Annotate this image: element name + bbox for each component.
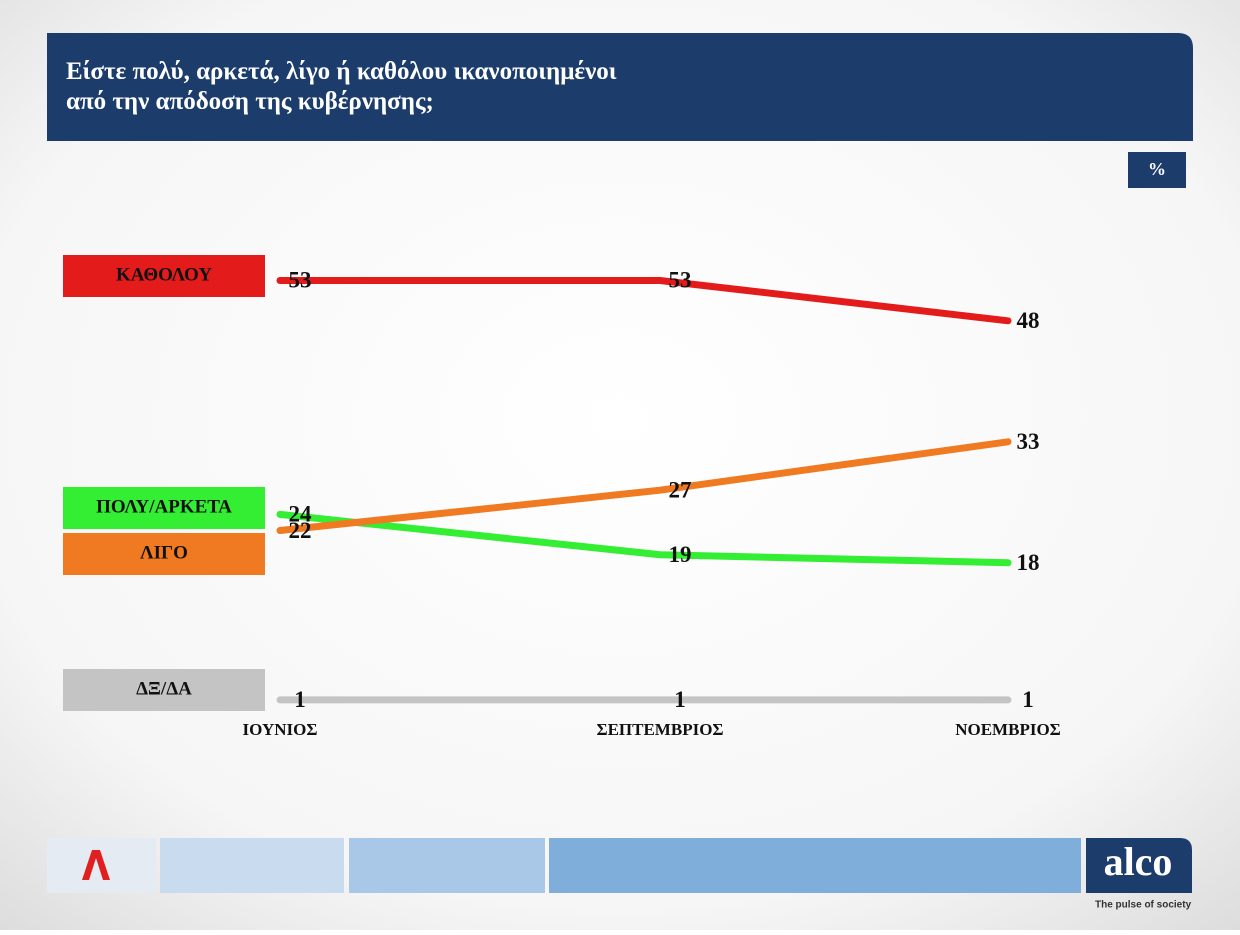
x-tick-label: ΣΕΠΤΕΜΒΡΙΟΣ — [596, 720, 723, 739]
series-line — [276, 438, 1012, 535]
legend-label: ΔΞ/ΔΑ — [136, 678, 192, 699]
data-label: 1 — [674, 687, 686, 712]
data-label: 1 — [294, 687, 306, 712]
chart-title: Είστε πολύ, αρκετά, λίγο ή καθόλου ικανο… — [66, 58, 617, 115]
data-label: 22 — [289, 518, 312, 543]
footer-block — [160, 838, 344, 893]
brand-box — [1086, 838, 1192, 893]
brand: alco — [1104, 839, 1173, 884]
series-line — [276, 510, 1012, 567]
data-label: 33 — [1017, 429, 1040, 454]
tagline: The pulse of society — [1095, 900, 1192, 911]
legend-swatch — [63, 487, 265, 529]
footer-block — [349, 838, 545, 893]
unit-box — [1128, 152, 1186, 188]
x-tick-label: ΝΟΕΜΒΡΙΟΣ — [955, 720, 1061, 739]
data-label: 19 — [669, 542, 692, 567]
channel-logo — [82, 850, 110, 880]
data-label: 1 — [1022, 687, 1034, 712]
legend-swatch — [63, 255, 265, 297]
plot: ΚΑΘΟΛΟΥ ΠΟΛΥ/ΑΡΚΕΤΑ ΛΙΓΟ ΔΞ/ΔΑ 53 53 48 24 19 18 2… — [63, 255, 1061, 739]
legend-swatch — [63, 669, 265, 711]
header-bar — [47, 33, 1193, 141]
unit-label: % — [1148, 159, 1166, 179]
data-label: 18 — [1017, 550, 1040, 575]
data-label: 53 — [289, 268, 312, 293]
x-tick-label: ΙΟΥΝΙΟΣ — [243, 720, 318, 739]
data-label: 53 — [669, 268, 692, 293]
legend-label: ΛΙΓΟ — [140, 542, 188, 563]
legend-swatch — [63, 533, 265, 575]
legend-label: ΚΑΘΟΛΟΥ — [116, 264, 212, 285]
data-label: 48 — [1017, 308, 1040, 333]
data-label: 27 — [669, 477, 692, 502]
series-line — [276, 276, 1012, 325]
legend-label: ΠΟΛΥ/ΑΡΚΕΤΑ — [96, 496, 232, 517]
data-label: 24 — [289, 502, 313, 527]
footer-block — [549, 838, 1081, 893]
